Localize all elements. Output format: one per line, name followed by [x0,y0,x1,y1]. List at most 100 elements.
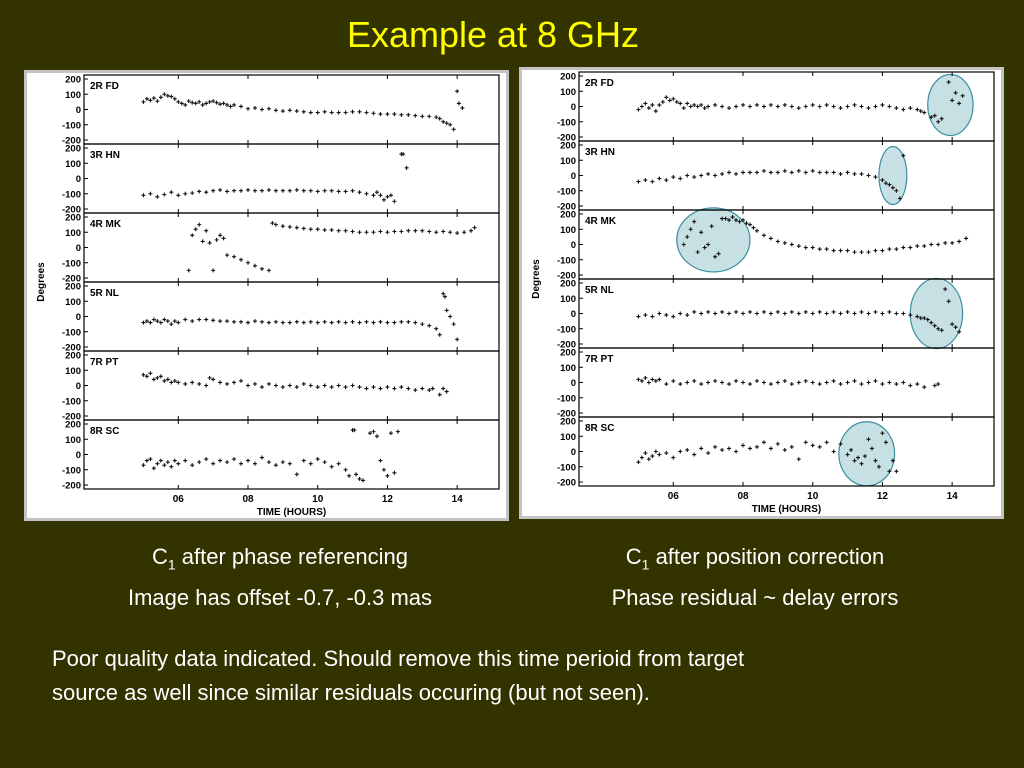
right-data-point [936,119,941,124]
left-data-point [246,320,250,325]
right-data-point [761,309,766,314]
left-data-point [364,319,369,324]
right-data-point [768,170,773,175]
left-data-point [350,319,355,324]
right-data-point [699,382,704,387]
left-data-point [169,464,174,469]
right-data-point [754,228,759,233]
left-data-point [294,109,299,114]
right-data-point [845,170,850,175]
right-data-point [671,175,676,180]
left-data-point [315,110,320,115]
left-data-point [371,111,376,116]
right-data-point [852,378,857,383]
left-panel-label: 5R NL [90,288,119,299]
right-data-point [953,90,958,95]
right-ytick-label: 0 [571,309,576,320]
right-data-point [643,313,648,318]
right-data-point [869,446,874,451]
left-data-point [329,385,334,390]
right-data-point [692,309,697,314]
left-data-point [395,429,400,434]
right-data-point [943,287,948,292]
right-ytick-label: 200 [560,417,576,428]
right-data-point [727,382,732,387]
right-data-point [699,311,704,316]
left-panel-label: 2R FD [90,81,119,92]
right-data-point [810,245,815,250]
left-data-point [204,228,209,233]
right-ytick-label: -200 [557,133,576,144]
left-yaxis-label: Degrees [36,262,47,302]
left-data-point [392,229,397,234]
left-data-point [472,225,477,230]
left-data-point [172,96,177,101]
right-ytick-label: 200 [560,279,576,290]
right-data-point [894,188,899,193]
right-ytick-label: 100 [560,87,576,98]
left-data-point [413,320,418,325]
right-data-point [789,104,794,109]
right-data-point [852,171,857,176]
left-data-point [385,473,390,478]
left-ytick-label: 100 [65,228,81,239]
left-data-point [214,237,219,242]
left-panel-frame [83,143,500,214]
right-data-point [918,109,923,114]
right-data-point [692,175,697,180]
right-data-point [741,218,745,223]
left-data-point [434,115,439,120]
left-data-point [413,228,418,233]
left-ytick-label: 0 [76,450,81,461]
left-data-point [169,94,174,99]
right-data-point [803,309,808,314]
right-xaxis-label: TIME (HOURS) [752,504,821,515]
left-data-point [225,460,230,465]
left-data-point [301,458,306,463]
right-data-point [810,168,815,173]
right-data-point [873,309,878,314]
left-data-point [252,263,257,268]
right-xtick-label: 14 [947,491,959,502]
left-panel-label: 7R PT [90,357,118,368]
left-data-point [141,99,146,104]
left-data-point [246,458,250,463]
left-data-point [329,227,334,232]
right-data-point [741,380,745,385]
left-data-point [176,320,181,325]
right-data-point [789,444,794,449]
right-data-point [894,247,899,252]
right-data-point [737,219,742,224]
note-line-1: Poor quality data indicated. Should remo… [52,646,745,671]
left-xtick-label: 12 [382,494,394,505]
slide-title: Example at 8 GHz [346,14,640,55]
left-data-point [448,314,453,319]
right-data-point [880,102,885,107]
left-data-point [350,229,355,234]
left-caption-line2: Image has offset -0.7, -0.3 mas [127,585,433,611]
right-data-point [782,447,787,452]
left-data-point [378,386,383,391]
left-data-point [190,190,195,195]
left-data-point [259,319,264,324]
right-ytick-label: 100 [560,294,576,305]
left-panel-frame [83,419,500,490]
left-panel-label: 8R SC [90,426,119,437]
left-data-point [378,319,383,324]
left-data-point [364,191,369,196]
left-ytick-label: 200 [65,75,81,86]
left-data-point [427,388,432,393]
left-data-point [252,319,257,324]
left-data-point [273,383,278,388]
left-data-point [301,381,306,386]
right-data-point [845,248,850,253]
right-data-point [671,455,676,460]
left-data-point [211,188,216,193]
left-data-point [214,100,219,105]
left-data-point [273,222,278,227]
right-data-point [754,378,759,383]
left-data-point [211,268,216,273]
right-data-point [925,317,930,322]
left-data-point [441,229,446,234]
left-ytick-label: 0 [76,174,81,185]
